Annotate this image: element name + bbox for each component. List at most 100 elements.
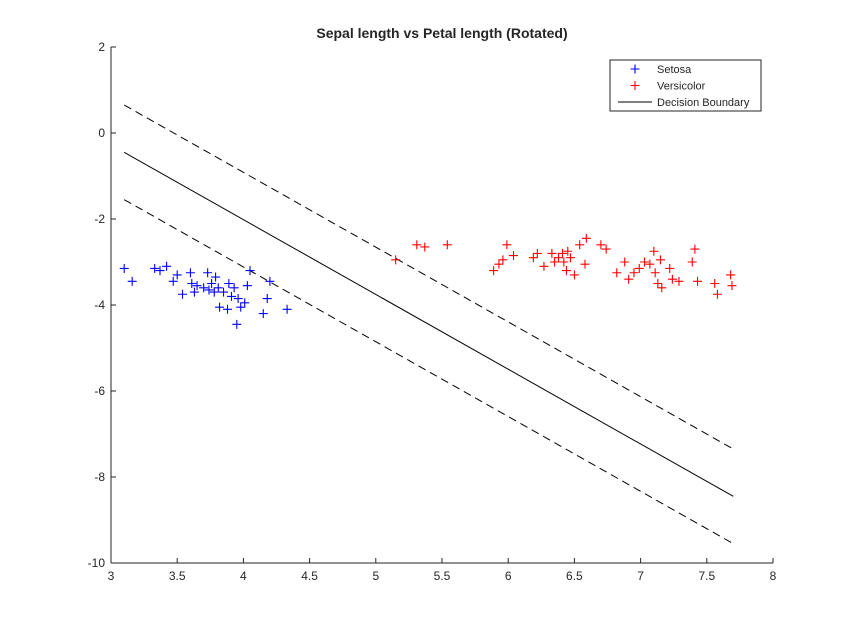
y-tick-label: -4 (94, 298, 105, 312)
x-tick-label: 5 (372, 569, 379, 583)
x-tick-label: 4.5 (301, 569, 318, 583)
versicolor-point (565, 253, 575, 263)
versicolor-point (489, 266, 499, 276)
versicolor-point (494, 259, 504, 269)
legend-plus-icon (630, 64, 640, 74)
x-tick-label: 7.5 (698, 569, 715, 583)
versicolor-point (693, 276, 703, 286)
setosa-point (207, 279, 217, 288)
versicolor-point (420, 242, 430, 252)
versicolor-point (559, 257, 569, 267)
versicolor-point (727, 281, 737, 291)
chart-marks (119, 104, 737, 545)
setosa-point (155, 266, 165, 276)
setosa-point (177, 289, 187, 299)
versicolor-point (645, 259, 655, 269)
setosa-point (127, 276, 137, 286)
versicolor-point (620, 257, 630, 267)
versicolor-point (640, 257, 650, 267)
versicolor-point (528, 253, 538, 263)
versicolor-point (575, 240, 585, 250)
setosa-point (199, 283, 209, 293)
y-tick-label: -2 (94, 212, 105, 226)
setosa-point (187, 279, 197, 288)
versicolor-point (655, 255, 665, 265)
chart-title: Sepal length vs Petal length (Rotated) (316, 25, 567, 41)
legend-label: Decision Boundary (657, 97, 750, 109)
versicolor-point (601, 244, 611, 254)
versicolor-point (726, 270, 736, 280)
versicolor-point (557, 248, 567, 258)
versicolor-point (502, 240, 512, 250)
setosa-point (282, 304, 292, 314)
setosa-point (265, 276, 275, 286)
versicolor-point (624, 274, 634, 284)
versicolor-point (532, 248, 542, 258)
setosa-point (258, 309, 268, 319)
y-tick-label: -10 (88, 556, 106, 570)
x-tick-label: 7 (637, 569, 644, 583)
versicolor-point (563, 246, 573, 256)
setosa-point (150, 263, 160, 273)
versicolor-point (687, 257, 697, 267)
setosa-point (219, 287, 229, 297)
x-tick-label: 6 (505, 569, 512, 583)
x-tick-label: 6.5 (566, 569, 583, 583)
setosa-point (245, 266, 255, 276)
versicolor-point (498, 255, 508, 265)
setosa-point (233, 294, 243, 304)
versicolor-point (550, 257, 560, 267)
versicolor-point (665, 263, 675, 273)
setosa-point (119, 263, 129, 273)
legend-plus-icon (630, 81, 640, 90)
setosa-point (185, 268, 195, 278)
axis-ticks: 3 3.5 4 4.5 5 5.5 6 6.5 7 7.5 8 -10 -8 -6 -4 -2 0 2 (88, 40, 777, 583)
versicolor-point (561, 266, 571, 276)
setosa-point (204, 285, 214, 295)
versicolor-point (650, 268, 660, 278)
setosa-point (192, 281, 202, 291)
versicolor-point (391, 255, 401, 265)
versicolor-point (508, 251, 518, 261)
x-tick-label: 3.5 (169, 569, 186, 583)
x-tick-label: 3 (108, 569, 115, 583)
setosa-point (172, 270, 182, 280)
versicolor-point (667, 274, 677, 284)
x-tick-label: 5.5 (434, 569, 451, 583)
versicolor-point (569, 270, 579, 280)
versicolor-point (674, 276, 684, 286)
setosa-point (213, 283, 223, 293)
x-tick-label: 4 (240, 569, 247, 583)
versicolor-point (612, 268, 622, 278)
setosa-point (240, 298, 250, 308)
versicolor-point (649, 246, 659, 256)
versicolor-point (712, 289, 722, 299)
plot-area (111, 47, 773, 563)
versicolor-point (412, 240, 422, 250)
setosa-point (189, 287, 199, 297)
setosa-point (232, 319, 242, 329)
versicolor-point (690, 244, 700, 254)
versicolor-point (539, 261, 549, 271)
versicolor-point (653, 279, 663, 288)
y-tick-label: -6 (94, 384, 105, 398)
setosa-point (162, 261, 172, 271)
setosa-point (223, 304, 233, 314)
setosa-point (211, 272, 221, 282)
versicolor-point (657, 283, 667, 293)
legend-label: Versicolor (657, 81, 706, 93)
versicolor-point (554, 253, 564, 263)
setosa-point (229, 283, 239, 293)
setosa-point (236, 302, 246, 312)
versicolor-point (442, 240, 452, 250)
y-tick-label: 0 (98, 126, 105, 140)
legend: Setosa Versicolor Decision Boundary (609, 59, 762, 112)
y-tick-label: -8 (94, 470, 105, 484)
legend-label: Setosa (657, 64, 692, 76)
setosa-point (209, 287, 219, 297)
versicolor-point (581, 233, 591, 243)
setosa-point (168, 276, 178, 286)
versicolor-point (634, 263, 644, 273)
